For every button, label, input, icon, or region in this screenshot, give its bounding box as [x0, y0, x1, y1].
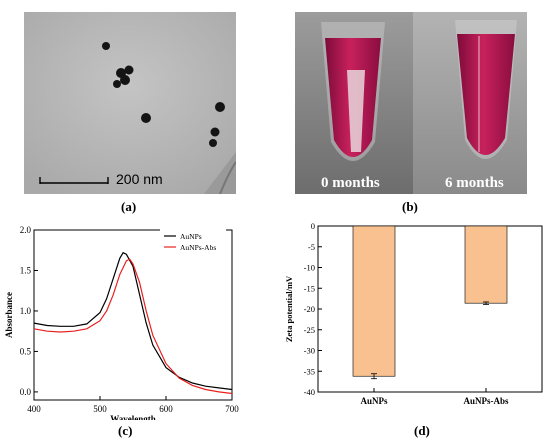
y-tick-label: -20 [304, 304, 315, 314]
y-tick-label: -15 [304, 283, 315, 293]
bar-aunps-abs [464, 225, 508, 304]
x-tick-label: 500 [93, 404, 107, 414]
legend-label: AuNPs-Abs [180, 243, 216, 252]
caption-a: (a) [121, 199, 137, 214]
y-tick-label: 1.5 [20, 265, 32, 275]
legend-box [160, 229, 226, 253]
y-tick-label: -40 [304, 387, 315, 397]
label-6-months: 6 months [445, 175, 504, 191]
y-tick-label: -25 [304, 325, 315, 335]
x-tick-label: AuNPs-Abs [463, 396, 509, 406]
x-tick-label: AuNPs [360, 396, 388, 406]
x-axis-label: Wavelength [110, 414, 156, 420]
plot-frame [33, 229, 233, 401]
x-tick-label: 700 [225, 404, 239, 414]
y-tick-label: -35 [304, 366, 315, 376]
y-tick-label: 2.0 [20, 225, 32, 235]
bar-aunps [352, 225, 396, 377]
tube-photo-panel: 0 months 6 months [295, 12, 527, 194]
y-tick-label: 0 [311, 221, 315, 231]
x-tick-label: 600 [159, 404, 173, 414]
plot-frame [317, 225, 543, 393]
series-line-aunps-abs [33, 258, 233, 395]
y-tick-label: 1.0 [20, 306, 32, 316]
legend-label: AuNPs [180, 232, 202, 241]
tem-image-panel: 200 nm [24, 12, 236, 194]
y-tick-label: 0.5 [20, 346, 32, 356]
y-tick-label: -5 [308, 242, 315, 252]
y-tick-label: -30 [304, 346, 315, 356]
caption-c: (c) [118, 423, 133, 438]
label-0-months: 0 months [321, 175, 380, 191]
tem-micrograph [24, 12, 236, 194]
series-line-aunps [33, 251, 233, 391]
nanoparticles [102, 42, 225, 147]
scale-bar [39, 177, 109, 184]
y-axis-label: Zeta potential/mV [284, 275, 294, 342]
caption-d: (d) [414, 423, 430, 438]
scale-bar-label: 200 nm [116, 171, 163, 187]
y-tick-label: 0.0 [20, 387, 32, 397]
y-tick-label: -10 [304, 263, 315, 273]
tube-photo [295, 12, 527, 194]
absorbance-chart: 400 500 600 700 0.0 0.5 1.0 1.5 2.0 Wavelength Abs… [4, 225, 239, 420]
zeta-potential-chart: 0 -5 -10 -15 -20 -25 -30 -35 -40 Zeta potential/m… [284, 221, 543, 406]
x-tick-label: 400 [27, 404, 41, 414]
caption-b: (b) [402, 199, 418, 214]
y-axis-label: Absorbance [4, 292, 14, 338]
